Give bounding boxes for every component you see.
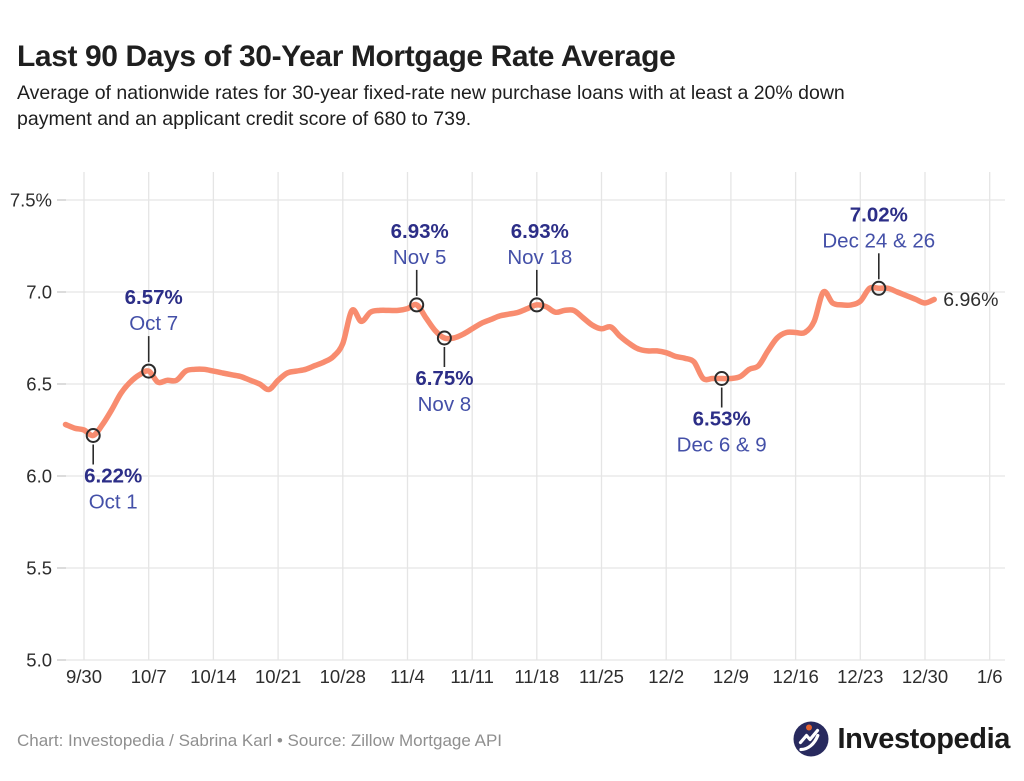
chart-subtitle-line2: payment and an applicant credit score of… xyxy=(17,107,472,130)
annotation-5: 6.53% Dec 6 & 9 xyxy=(677,371,767,457)
x-tick-label: 11/25 xyxy=(579,666,624,687)
logo-orange-dot xyxy=(805,724,812,731)
annotation-3: 6.75% Nov 8 xyxy=(415,330,473,416)
x-tick-label: 10/7 xyxy=(131,666,167,687)
annotation-date: Nov 18 xyxy=(507,246,572,269)
annotation-value: 6.57% xyxy=(125,286,183,309)
logo-zigzag xyxy=(798,728,819,745)
x-tick-label: 12/2 xyxy=(648,666,684,687)
annotation-1: 6.57% Oct 7 xyxy=(125,286,183,379)
annotation-date: Oct 1 xyxy=(89,491,138,514)
annotation-date: Nov 5 xyxy=(393,246,447,269)
annotation-date: Nov 8 xyxy=(418,393,472,416)
data-point-marker xyxy=(871,280,887,296)
data-point-marker xyxy=(529,297,545,313)
annotation-4: 6.93% Nov 18 xyxy=(507,220,572,313)
data-point-marker xyxy=(409,297,425,313)
annotation-value: 6.93% xyxy=(511,220,569,243)
annotation-0: 6.22% Oct 1 xyxy=(84,428,142,514)
annotation-date: Dec 6 & 9 xyxy=(677,434,767,457)
x-tick-label: 12/30 xyxy=(902,666,948,687)
chart-subtitle-line1: Average of nationwide rates for 30-year … xyxy=(17,82,845,104)
investopedia-wordmark: Investopedia xyxy=(837,722,1011,755)
x-tick-label: 12/9 xyxy=(713,666,749,687)
data-point-marker xyxy=(436,330,452,346)
horizontal-gridlines-and-y-axis: 7.5% 7.0 6.5 6.0 5.5 5.0 xyxy=(10,190,1005,671)
x-tick-label: 11/11 xyxy=(450,666,494,687)
y-tick-label: 7.0 xyxy=(26,282,52,303)
rate-line xyxy=(62,284,937,439)
annotation-2: 6.93% Nov 5 xyxy=(391,220,449,313)
y-tick-label: 7.5% xyxy=(10,190,52,211)
data-point-marker xyxy=(141,363,157,379)
x-tick-label: 10/28 xyxy=(320,666,366,687)
data-point-marker xyxy=(85,428,101,443)
annotation-value: 7.02% xyxy=(850,203,908,226)
y-tick-label: 5.5 xyxy=(26,558,52,579)
chart-subtitle: Average of nationwide rates for 30-year … xyxy=(17,81,845,132)
latest-value-label: 6.96% xyxy=(943,289,998,311)
x-axis-labels: 9/30 10/7 10/14 10/21 10/28 11/4 11/11 11/18 11/… xyxy=(66,666,1003,687)
x-tick-label: 9/30 xyxy=(66,666,102,687)
annotation-value: 6.93% xyxy=(391,220,449,243)
x-tick-label: 10/21 xyxy=(255,666,301,687)
y-tick-label: 5.0 xyxy=(26,650,52,671)
chart-credit: Chart: Investopedia / Sabrina Karl • Sou… xyxy=(17,731,503,750)
x-tick-label: 12/23 xyxy=(837,666,883,687)
annotation-date: Dec 24 & 26 xyxy=(822,229,935,252)
annotation-date: Oct 7 xyxy=(129,312,178,335)
data-point-marker xyxy=(714,371,730,386)
investopedia-logo: Investopedia xyxy=(792,720,1010,758)
logo-swoosh xyxy=(798,733,819,752)
y-tick-label: 6.0 xyxy=(26,466,52,487)
annotation-6: 7.02% Dec 24 & 26 xyxy=(822,203,935,296)
investopedia-logo-icon xyxy=(793,721,829,757)
y-tick-label: 6.5 xyxy=(26,374,52,395)
annotation-value: 6.75% xyxy=(415,367,473,390)
x-tick-label: 1/6 xyxy=(977,666,1003,687)
x-tick-label: 12/16 xyxy=(772,666,818,687)
annotation-value: 6.22% xyxy=(84,465,142,488)
annotation-value: 6.53% xyxy=(693,408,751,431)
x-tick-label: 11/4 xyxy=(390,666,425,687)
x-tick-label: 10/14 xyxy=(190,666,236,687)
x-tick-label: 11/18 xyxy=(514,666,559,687)
vertical-gridlines xyxy=(83,172,991,660)
chart-title: Last 90 Days of 30-Year Mortgage Rate Av… xyxy=(17,40,676,74)
